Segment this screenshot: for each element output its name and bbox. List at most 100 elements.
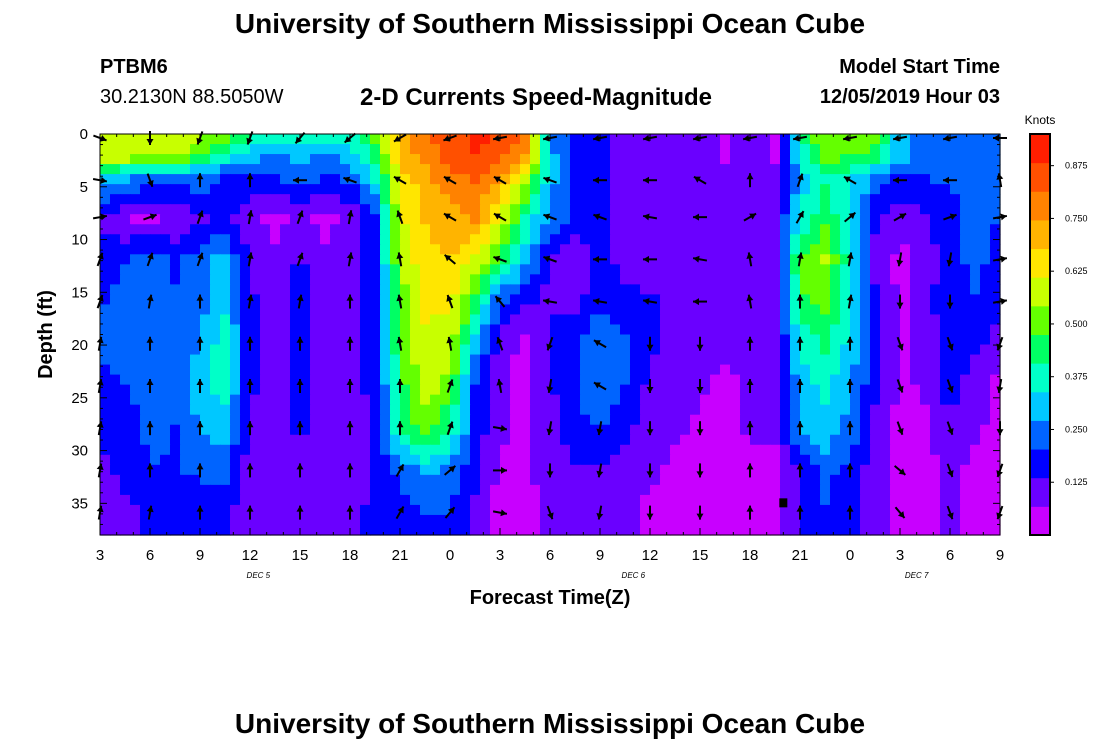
- heatmap-cell: [390, 144, 401, 155]
- heatmap-cell: [510, 134, 521, 145]
- current-vector: [946, 505, 954, 520]
- heatmap-cell: [900, 434, 911, 446]
- heatmap-cell: [270, 184, 281, 195]
- heatmap-cell: [810, 334, 821, 346]
- heatmap-cell: [460, 324, 471, 336]
- heatmap-cell: [170, 244, 181, 255]
- heatmap-cell: [130, 434, 141, 446]
- heatmap-cell: [570, 294, 581, 306]
- heatmap-cell: [720, 184, 731, 195]
- heatmap-cell: [440, 164, 451, 175]
- heatmap-cell: [890, 274, 901, 285]
- heatmap-cell: [390, 344, 401, 356]
- heatmap-cell: [360, 414, 371, 426]
- heatmap-cell: [410, 254, 421, 265]
- heatmap-cell: [570, 354, 581, 366]
- heatmap-cell: [660, 514, 671, 526]
- heatmap-cell: [870, 414, 881, 426]
- heatmap-cell: [330, 194, 341, 205]
- heatmap-cell: [980, 274, 991, 285]
- heatmap-cell: [120, 404, 131, 416]
- heatmap-cell: [280, 164, 291, 175]
- heatmap-cell: [620, 314, 631, 326]
- vector-head: [100, 176, 107, 184]
- x-tick-label: 3: [496, 547, 504, 564]
- current-vector: [543, 176, 557, 184]
- heatmap-cell: [960, 474, 971, 486]
- heatmap-cell: [380, 374, 391, 386]
- heatmap-cell: [440, 384, 451, 396]
- heatmap-cell: [390, 384, 401, 396]
- heatmap-cell: [780, 174, 791, 185]
- heatmap-cell: [690, 274, 701, 285]
- heatmap-cell: [340, 384, 351, 396]
- heatmap-cell: [760, 404, 771, 416]
- heatmap-cell: [690, 204, 701, 215]
- heatmap-cell: [720, 464, 731, 476]
- heatmap-cell: [450, 354, 461, 366]
- heatmap-cell: [390, 464, 401, 476]
- heatmap-cell: [380, 404, 391, 416]
- heatmap-cell: [370, 184, 381, 195]
- vector-head: [1000, 213, 1007, 221]
- heatmap-cell: [680, 404, 691, 416]
- heatmap-cell: [470, 434, 481, 446]
- heatmap-cell: [600, 234, 611, 245]
- heatmap-cell: [940, 414, 951, 426]
- heatmap-cell: [690, 214, 701, 225]
- heatmap-cell: [280, 414, 291, 426]
- heatmap-cell: [130, 304, 141, 316]
- heatmap-cell: [350, 174, 361, 185]
- heatmap-cell: [390, 284, 401, 296]
- heatmap-cell: [870, 194, 881, 205]
- heatmap-cell: [650, 234, 661, 245]
- heatmap-cell: [500, 384, 511, 396]
- heatmap-cell: [470, 384, 481, 396]
- vector-head: [693, 255, 700, 263]
- heatmap-cell: [150, 494, 161, 506]
- heatmap-cell: [680, 384, 691, 396]
- heatmap-cell: [440, 244, 451, 255]
- heatmap-cell: [670, 234, 681, 245]
- heatmap-cell: [690, 454, 701, 466]
- heatmap-cell: [270, 434, 281, 446]
- heatmap-cell: [930, 324, 941, 336]
- heatmap-cell: [900, 244, 911, 255]
- heatmap-cell: [110, 214, 121, 225]
- heatmap-cell: [150, 514, 161, 526]
- heatmap-cell: [490, 344, 501, 356]
- heatmap-cell: [730, 234, 741, 245]
- vector-head: [646, 386, 654, 393]
- heatmap-cell: [250, 334, 261, 346]
- heatmap-cell: [600, 354, 611, 366]
- vector-head: [898, 468, 906, 475]
- heatmap-cell: [660, 504, 671, 516]
- heatmap-cell: [640, 334, 651, 346]
- heatmap-cell: [350, 204, 361, 215]
- heatmap-cell: [260, 484, 271, 496]
- heatmap-cell: [780, 144, 791, 155]
- heatmap-cell: [220, 144, 231, 155]
- heatmap-cell: [320, 374, 331, 386]
- heatmap-cell: [610, 494, 621, 506]
- heatmap-cell: [230, 454, 241, 466]
- heatmap-cell: [590, 214, 601, 225]
- heatmap-cell: [200, 374, 211, 386]
- heatmap-cell: [680, 374, 691, 386]
- heatmap-cell: [510, 414, 521, 426]
- heatmap-cell: [290, 214, 301, 225]
- heatmap-cell: [840, 444, 851, 456]
- heatmap-cell: [530, 194, 541, 205]
- heatmap-cell: [960, 404, 971, 416]
- heatmap-cell: [200, 404, 211, 416]
- heatmap-cell: [560, 244, 571, 255]
- heatmap-cell: [210, 404, 221, 416]
- heatmap-cell: [260, 354, 271, 366]
- heatmap-cell: [890, 434, 901, 446]
- heatmap-cell: [450, 224, 461, 235]
- heatmap-cell: [730, 334, 741, 346]
- current-vector: [246, 505, 254, 520]
- heatmap-cell: [570, 144, 581, 155]
- heatmap-cell: [670, 184, 681, 195]
- heatmap-cell: [150, 264, 161, 275]
